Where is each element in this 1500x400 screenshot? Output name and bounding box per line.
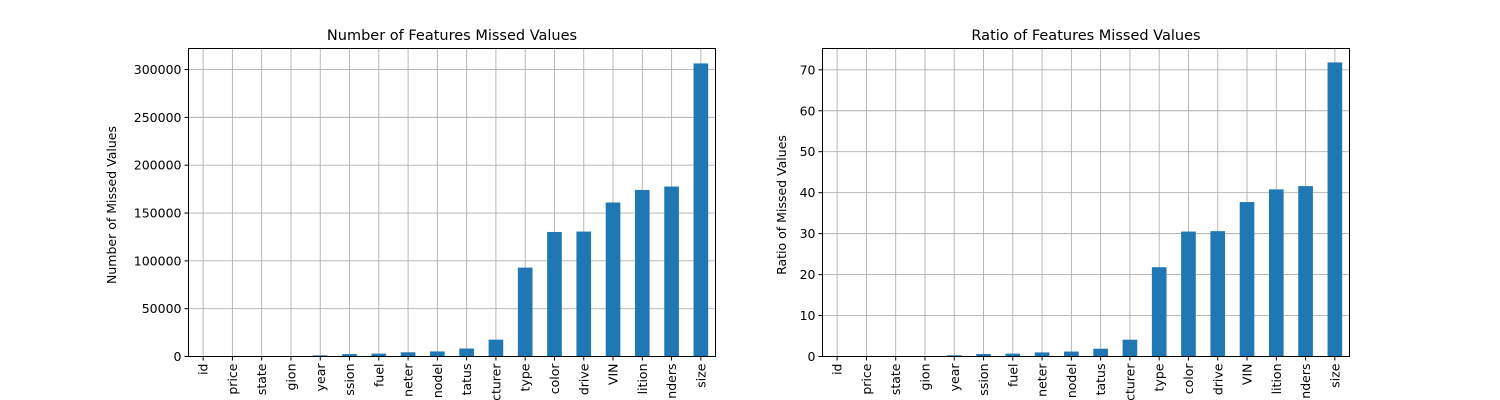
x-tick-label: color [547, 363, 562, 395]
x-tick-label: size [693, 363, 708, 388]
x-tick-label: size [1327, 363, 1342, 388]
x-tick-label: ssion [342, 364, 357, 396]
bar-title_status [459, 348, 474, 357]
bar-type [1151, 267, 1167, 357]
x-tick-label: type [1152, 363, 1167, 391]
x-tick-label: price [859, 363, 874, 394]
x-tick-label: price [225, 363, 240, 394]
x-tick-label: drive [1210, 363, 1225, 395]
bar-condition [1268, 189, 1284, 357]
plot-frame [822, 48, 1350, 357]
y-tick-label: 0 [808, 349, 816, 364]
bar-condition [634, 189, 650, 357]
x-tick-label: neter [401, 363, 416, 397]
y-tick-label: 50 [800, 144, 816, 159]
x-tick-label: type [518, 363, 533, 391]
bar-cylinders [664, 186, 679, 357]
x-tick-label: neter [1035, 363, 1050, 397]
y-tick-label: 40 [800, 185, 816, 200]
y-tick-label: 50000 [142, 301, 182, 316]
bar-paint_color [1181, 231, 1196, 357]
bar-drive [576, 231, 592, 357]
x-tick-label: id [830, 364, 845, 375]
x-tick-label: fuel [371, 364, 386, 388]
x-tick-label: drive [576, 363, 591, 395]
y-axis-label: Ratio of Missed Values [774, 135, 789, 275]
x-tick-label: nodel [430, 364, 445, 399]
x-tick-label: cturer [1122, 363, 1137, 400]
bar-size [693, 63, 709, 357]
x-tick-label: lition [1269, 364, 1284, 395]
bars [312, 63, 709, 357]
y-tick-label: 10 [800, 308, 816, 323]
bar-transmission [976, 354, 991, 357]
plot-frame [188, 48, 716, 357]
bar-title_status [1093, 348, 1108, 357]
y-tick-label: 150000 [134, 206, 182, 221]
y-axis-label: Number of Missed Values [104, 126, 119, 284]
bar-drive [1210, 231, 1226, 357]
missed-values-count-chart: Number of Features Missed Values Number … [104, 28, 716, 400]
y-tick-label: 300000 [134, 62, 182, 77]
y-tick-label: 70 [800, 62, 816, 77]
x-tick-label: tatus [459, 364, 474, 396]
y-tick-label: 60 [800, 103, 816, 118]
bar-odometer [1034, 352, 1050, 357]
bar-model [430, 351, 445, 357]
chart-title: Ratio of Features Missed Values [971, 28, 1200, 44]
y-tick-label: 100000 [134, 253, 182, 268]
x-tick-label: id [196, 364, 211, 375]
missed-values-ratio-chart: Ratio of Features Missed Values Ratio of… [774, 28, 1350, 400]
bar-year [312, 355, 328, 357]
x-tick-label: state [888, 363, 903, 395]
chart-title: Number of Features Missed Values [327, 28, 577, 44]
x-tick-label: nodel [1064, 364, 1079, 399]
x-tick-label: nders [664, 364, 679, 399]
x-tick-label: color [1181, 363, 1196, 395]
bar-manufacturer [1122, 339, 1138, 357]
axis-ticks: 0 10 20 30 40 50 60 70 id price state gion year ssion… [800, 62, 1343, 400]
bar-size [1327, 62, 1343, 357]
x-tick-label: VIN [606, 364, 621, 386]
x-tick-label: year [947, 363, 962, 392]
axis-ticks: 0 50000 100000 150000 200000 250000 300000 id pr… [134, 62, 709, 400]
bar-fuel [1005, 353, 1021, 357]
bar-cylinders [1298, 186, 1313, 357]
x-tick-label: fuel [1005, 364, 1020, 388]
x-tick-label: lition [635, 364, 650, 395]
bars [946, 62, 1343, 357]
x-tick-label: gion [283, 364, 298, 391]
y-tick-label: 20 [800, 267, 816, 282]
x-tick-label: year [313, 363, 328, 392]
bar-fuel [371, 353, 387, 357]
x-tick-label: VIN [1240, 364, 1255, 386]
bar-paint_color [547, 231, 562, 357]
bar-model [1064, 351, 1079, 357]
x-tick-label: nders [1298, 364, 1313, 399]
y-tick-label: 30 [800, 226, 816, 241]
y-tick-label: 250000 [134, 110, 182, 125]
bar-VIN [1239, 202, 1255, 357]
x-tick-label: state [254, 363, 269, 395]
x-tick-label: gion [917, 364, 932, 391]
bar-year [946, 355, 962, 357]
y-tick-label: 200000 [134, 158, 182, 173]
bar-type [517, 267, 533, 357]
bar-odometer [400, 352, 416, 357]
y-tick-label: 0 [174, 349, 182, 364]
bar-manufacturer [488, 339, 504, 357]
bar-VIN [605, 202, 621, 357]
bar-transmission [342, 354, 357, 357]
x-tick-label: cturer [488, 363, 503, 400]
x-tick-label: tatus [1093, 364, 1108, 396]
x-tick-label: ssion [976, 364, 991, 396]
